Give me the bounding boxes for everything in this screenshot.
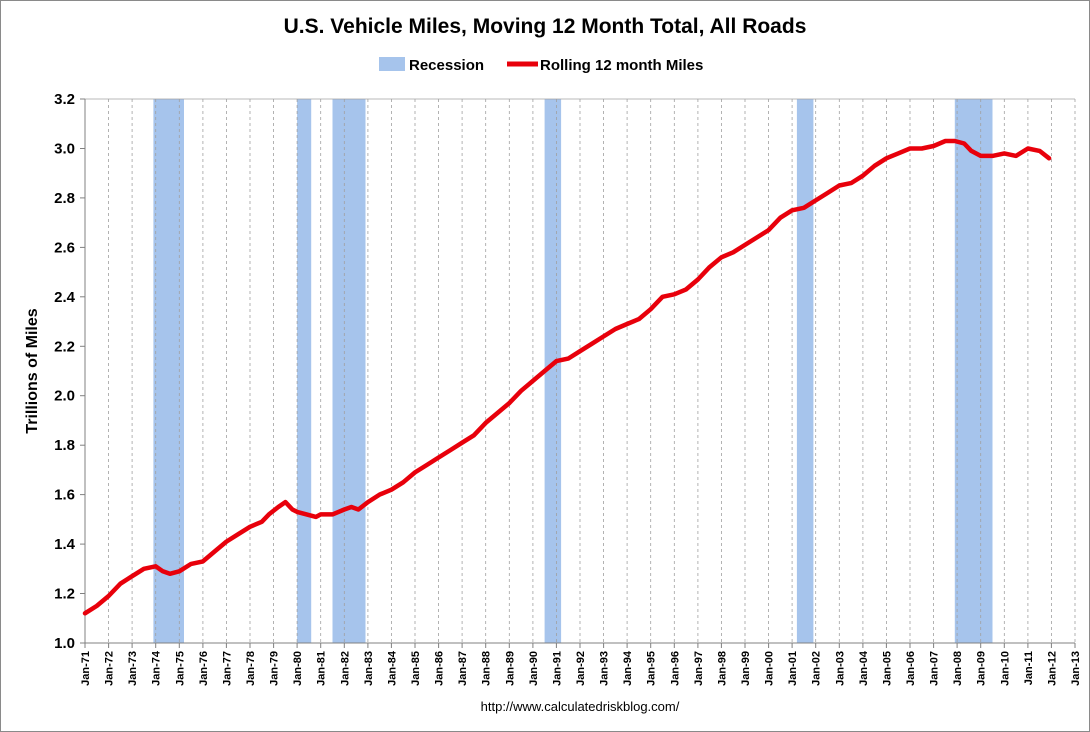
x-tick-label-37: Jan-07: [929, 651, 941, 686]
x-tick-label-33: Jan-03: [834, 651, 846, 686]
x-tick-label-7: Jan-77: [221, 651, 233, 686]
x-tick-label-32: Jan-02: [811, 651, 823, 686]
x-tick-label-22: Jan-92: [575, 651, 587, 686]
x-tick-label-39: Jan-09: [976, 651, 988, 686]
legend-swatch-recession: [379, 57, 405, 71]
source-credit: http://www.calculatedriskblog.com/: [481, 699, 680, 714]
x-tick-label-9: Jan-79: [269, 651, 281, 686]
recession-band-4: [544, 99, 562, 643]
x-tick-label-21: Jan-91: [551, 651, 563, 686]
x-tick-label-41: Jan-11: [1023, 651, 1035, 685]
recession-band-3: [332, 99, 366, 643]
x-tick-label-16: Jan-86: [434, 651, 446, 686]
x-tick-label-35: Jan-05: [881, 651, 893, 686]
x-tick-label-34: Jan-04: [858, 650, 870, 686]
y-tick-label-11: 3.0: [54, 141, 75, 158]
y-axis-label: Trillions of Miles: [24, 308, 41, 433]
x-tick-label-2: Jan-72: [104, 651, 116, 686]
x-tick-label-3: Jan-73: [127, 651, 139, 686]
y-tick-label-7: 2.2: [54, 338, 75, 355]
x-tick-label-36: Jan-06: [905, 651, 917, 686]
axes: [80, 98, 1076, 648]
series-rolling-12-month-miles: [82, 138, 1052, 616]
x-tick-label-12: Jan-82: [339, 651, 351, 686]
series-line-1: [82, 138, 1052, 616]
recession-band-6: [954, 99, 993, 643]
y-tick-label-3: 1.4: [54, 536, 76, 553]
x-tick-label-1: Jan-71: [80, 651, 92, 686]
x-tick-label-19: Jan-89: [504, 651, 516, 686]
x-tick-label-11: Jan-81: [316, 651, 328, 686]
x-tick-label-26: Jan-96: [669, 651, 681, 686]
y-tick-label-5: 1.8: [54, 437, 75, 454]
recession-band-2: [297, 99, 312, 643]
y-tick-label-4: 1.6: [54, 487, 75, 504]
x-tick-label-5: Jan-75: [174, 651, 186, 686]
x-tick-label-14: Jan-84: [386, 650, 398, 686]
x-tick-label-23: Jan-93: [599, 651, 611, 686]
y-tick-label-8: 2.4: [54, 289, 76, 306]
x-tick-label-20: Jan-90: [528, 651, 540, 686]
x-tick-label-17: Jan-87: [457, 651, 469, 686]
x-tick-label-30: Jan-00: [764, 651, 776, 686]
x-tick-label-25: Jan-95: [646, 651, 658, 686]
y-tick-label-9: 2.6: [54, 239, 75, 256]
y-tick-label-1: 1.0: [54, 635, 75, 652]
x-tick-label-15: Jan-85: [410, 651, 422, 686]
x-tick-labels: Jan-71 Jan-72 Jan-73 Jan-74 Jan-75 Jan-76 Jan-…: [80, 650, 1082, 686]
legend-label-miles: Rolling 12 month Miles: [540, 57, 703, 74]
y-tick-labels: 1.0 1.2 1.4 1.6 1.8 2.0 2.2 2.4 2.6 2.8 3.0 3.2: [54, 91, 76, 652]
y-tick-label-2: 1.2: [54, 586, 75, 603]
x-tick-label-27: Jan-97: [693, 651, 705, 686]
legend: Recession Rolling 12 month Miles: [379, 57, 703, 74]
x-tick-label-4: Jan-74: [151, 650, 163, 686]
x-tick-label-18: Jan-88: [481, 651, 493, 686]
x-tick-label-6: Jan-76: [198, 651, 210, 686]
x-tick-label-13: Jan-83: [363, 651, 375, 686]
x-tick-label-31: Jan-01: [787, 651, 799, 686]
x-tick-label-42: Jan-12: [1046, 651, 1058, 686]
y-tick-label-6: 2.0: [54, 388, 75, 405]
recession-band-1: [153, 99, 184, 643]
x-tick-label-24: Jan-94: [622, 650, 634, 686]
chart-title: U.S. Vehicle Miles, Moving 12 Month Tota…: [284, 15, 807, 38]
x-tick-label-40: Jan-10: [999, 651, 1011, 686]
y-tick-label-12: 3.2: [54, 91, 75, 108]
x-tick-label-28: Jan-98: [716, 651, 728, 686]
gridlines: [84, 98, 1076, 643]
recession-band-5: [796, 99, 814, 643]
legend-label-recession: Recession: [409, 57, 484, 74]
x-tick-label-29: Jan-99: [740, 651, 752, 686]
x-tick-label-38: Jan-08: [952, 651, 964, 686]
y-tick-label-10: 2.8: [54, 190, 75, 207]
x-tick-label-43: Jan-13: [1070, 651, 1082, 686]
x-tick-label-10: Jan-80: [292, 651, 304, 686]
x-tick-label-8: Jan-78: [245, 651, 257, 686]
recession-bands: [153, 99, 993, 643]
